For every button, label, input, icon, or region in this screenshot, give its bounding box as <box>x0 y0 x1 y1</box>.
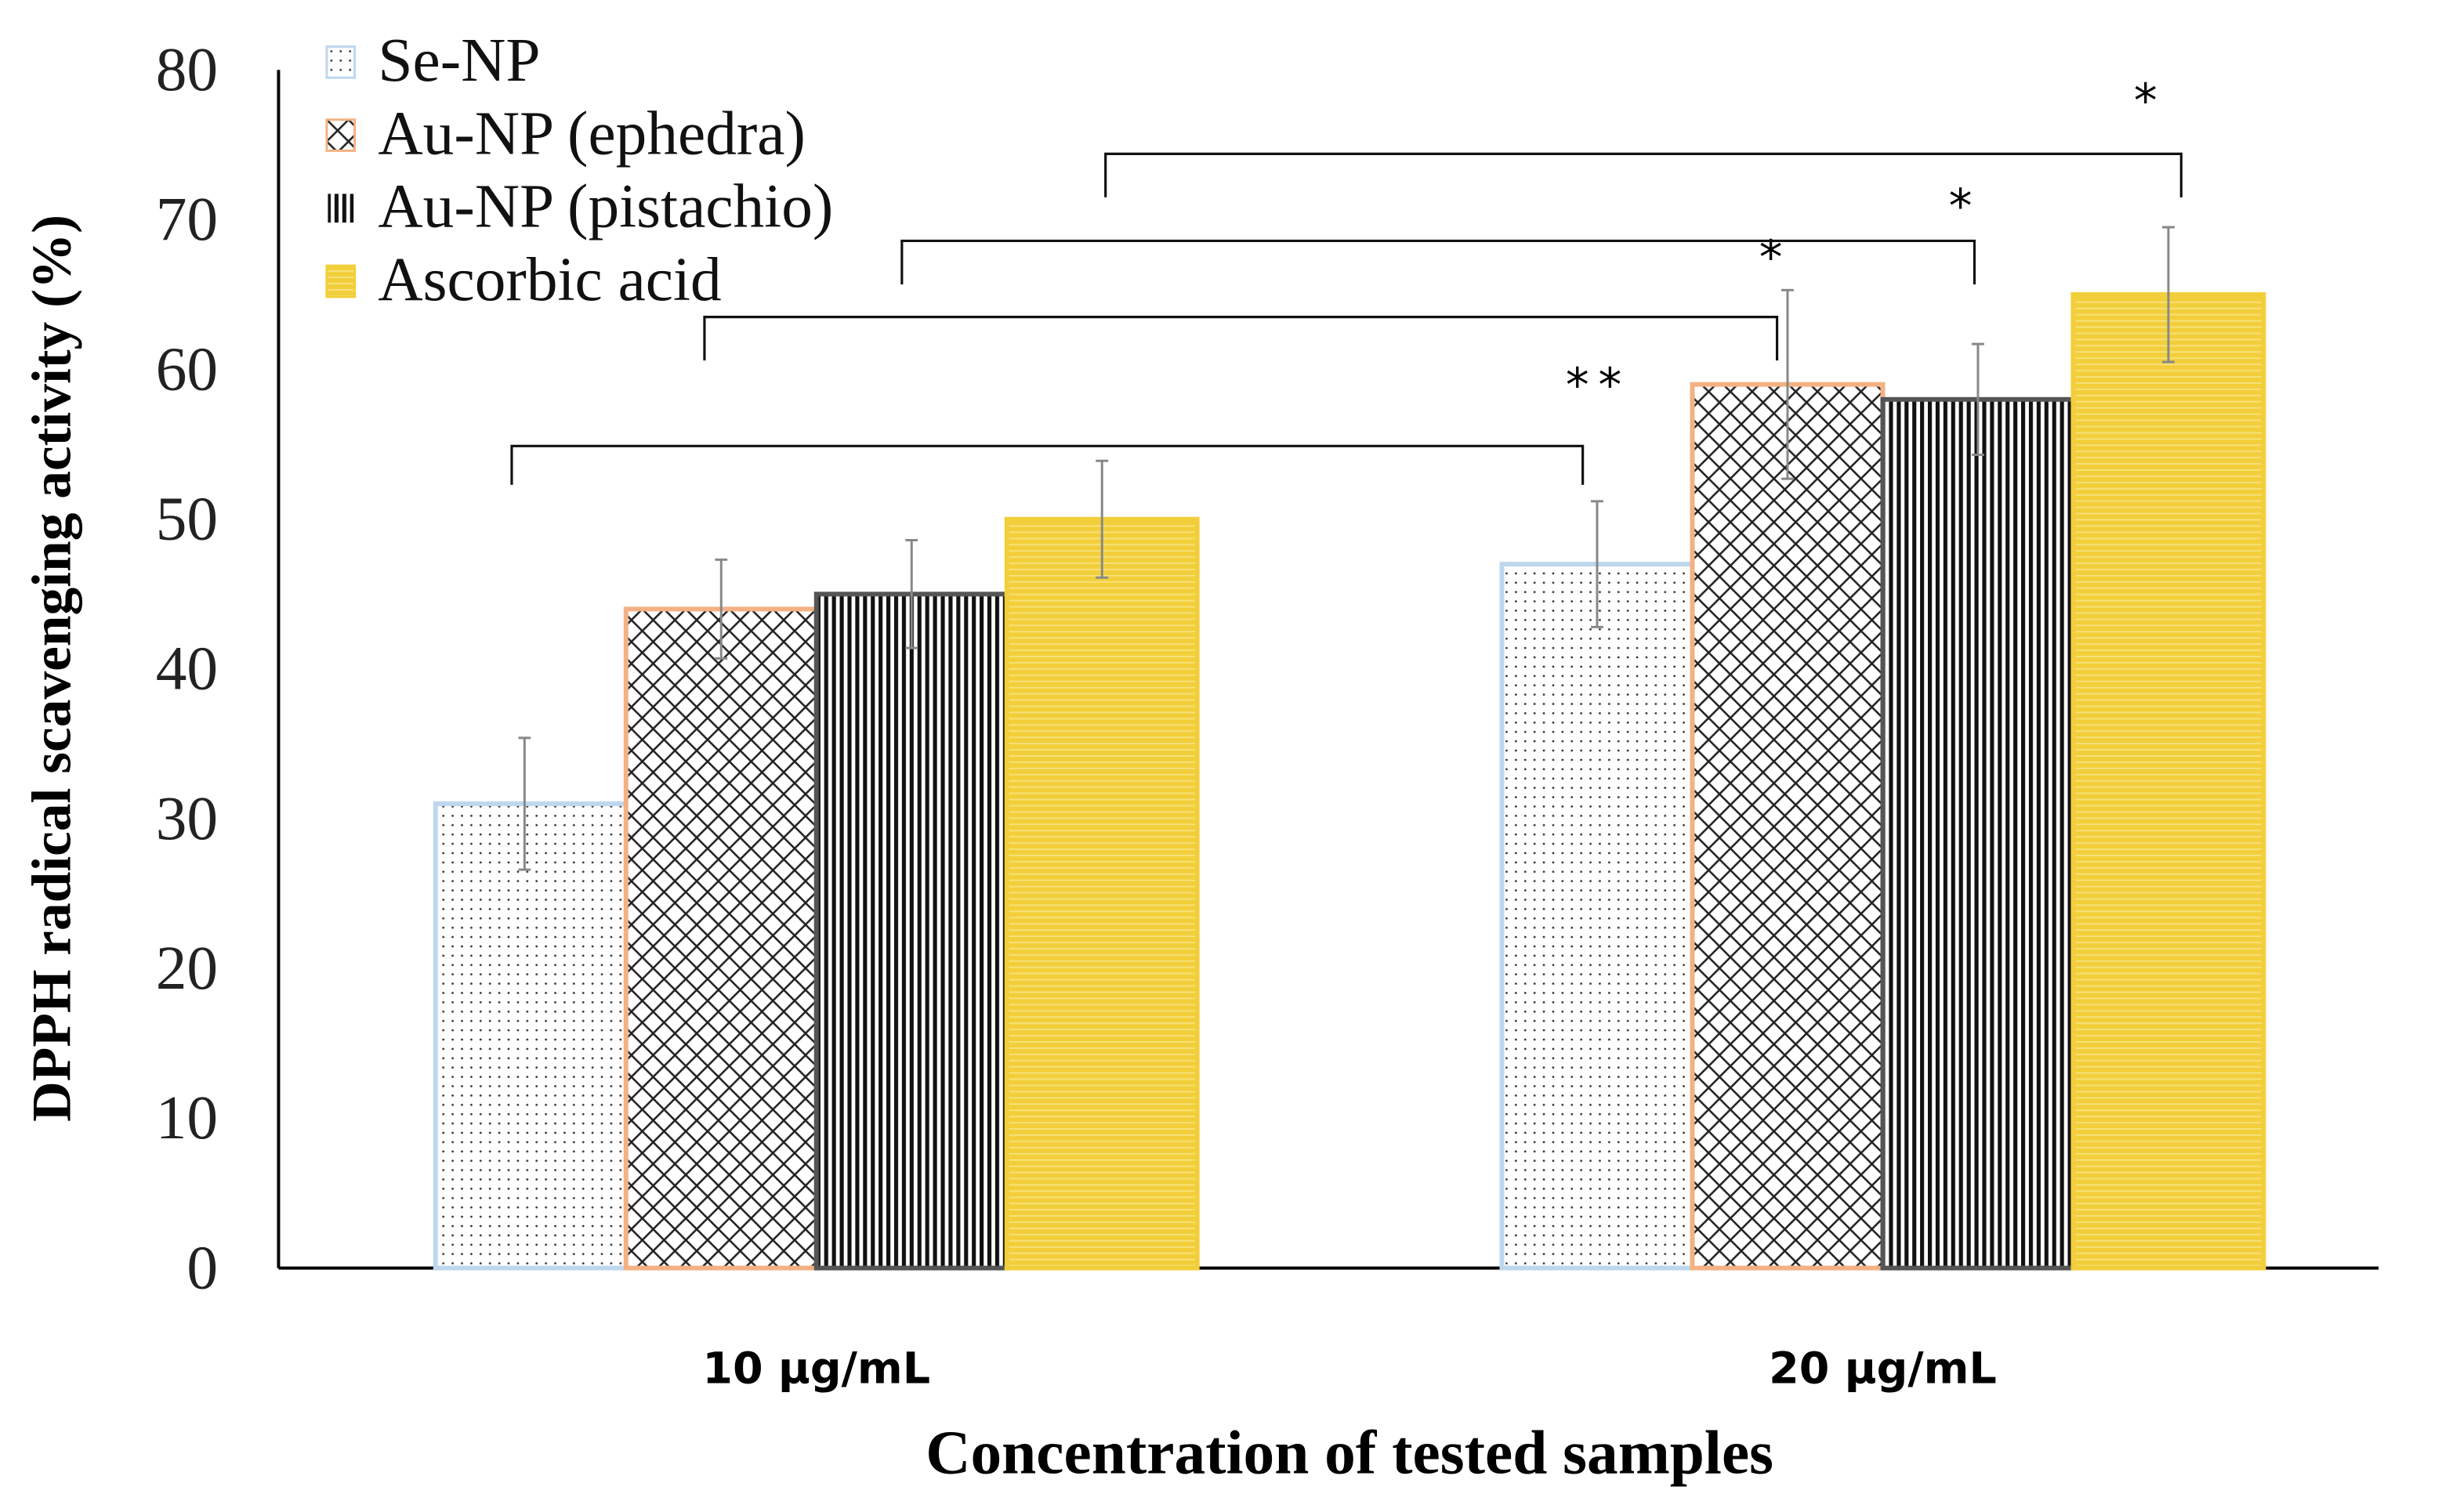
y-axis-label: DPPH radical scavenging activity (%) <box>21 215 83 1122</box>
bar-au-np-pistachio--2 <box>1880 396 2076 1271</box>
y-tick-label: 50 <box>156 485 218 554</box>
x-tick-label: 20 µg/mL <box>1769 1343 1997 1394</box>
y-tick-label: 40 <box>156 635 218 704</box>
x-axis-label: Concentration of tested samples <box>926 1418 1773 1487</box>
bar-au-np-pistachio--1 <box>813 591 1009 1271</box>
y-tick-label: 70 <box>156 185 218 254</box>
significance-label: * <box>1759 231 1792 285</box>
y-tick-label: 60 <box>156 335 218 403</box>
bar-ascorbic-acid-1 <box>1004 516 1200 1271</box>
significance-bracket <box>1104 152 2183 197</box>
legend-swatch-dots <box>325 45 357 79</box>
legend-swatch-horizontal <box>325 264 357 298</box>
bar-au-np-ephedra--1 <box>623 606 819 1271</box>
significance-bracket <box>703 316 1779 361</box>
axes: 0 10 20 30 40 50 60 70 80 10 µg/mL 20 µg/mL <box>156 35 2379 1394</box>
significance-label: * <box>2134 74 2167 128</box>
significance-brackets: ***** <box>510 74 2183 485</box>
y-tick-label: 20 <box>156 934 218 1003</box>
significance-bracket <box>900 239 1976 284</box>
legend-label: Se-NP <box>378 26 540 95</box>
legend-swatch-weave <box>325 118 357 152</box>
y-tick-label: 10 <box>156 1083 218 1152</box>
significance-bracket <box>510 444 1585 485</box>
significance-label: ** <box>1566 359 1631 413</box>
significance-label: * <box>1949 180 1982 234</box>
y-tick-label: 80 <box>156 35 218 104</box>
error-bars <box>518 226 2175 871</box>
bar-se-np-2 <box>1499 562 1695 1271</box>
legend-label: Au-NP (pistachio) <box>378 172 833 241</box>
legend-label: Au-NP (ephedra) <box>378 99 806 168</box>
x-tick-label: 10 µg/mL <box>702 1343 930 1394</box>
bar-se-np-1 <box>433 801 629 1271</box>
y-tick-label: 30 <box>156 784 218 853</box>
y-tick-label: 0 <box>187 1233 218 1302</box>
bar-ascorbic-acid-2 <box>2070 292 2266 1271</box>
legend-label: Ascorbic acid <box>378 245 721 314</box>
bars <box>433 292 2266 1271</box>
legend-swatch-vertical <box>325 191 357 226</box>
bar-au-np-ephedra--2 <box>1690 382 1886 1271</box>
